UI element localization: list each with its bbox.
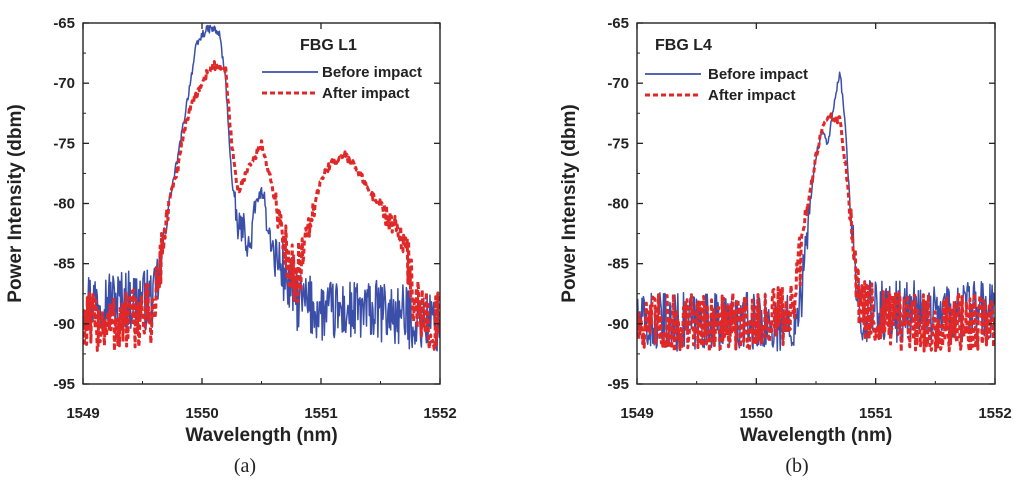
- y-tick-label: -95: [53, 376, 75, 393]
- x-tick-label: 1550: [740, 405, 773, 422]
- chart-panel-1: -65 -70 -75 -80 -85 -90 -95 1549 1550 1551 1552 Wav…: [5, 15, 457, 477]
- series-line-after-impact: [83, 60, 440, 353]
- y-tick-label: -90: [53, 316, 75, 333]
- y-tick-label: -85: [53, 256, 75, 273]
- y-tick-label: -80: [53, 196, 75, 213]
- series-line-after-impact: [637, 112, 995, 353]
- y-tick-label: -65: [53, 15, 75, 32]
- legend-title: FBG L4: [655, 37, 712, 54]
- chart-panel-2: -65 -70 -75 -80 -85 -90 -95 1549 1550 1551 1552 Wav…: [559, 15, 1012, 477]
- panel-caption: (a): [234, 455, 256, 477]
- x-axis-title: Wavelength (nm): [740, 425, 892, 446]
- legend-label: After impact: [322, 85, 410, 102]
- x-tick-label: 1552: [978, 405, 1011, 422]
- legend-label: Before impact: [708, 66, 808, 83]
- y-axis-title: Power Intensity (dbm): [5, 104, 26, 302]
- x-tick-label: 1550: [185, 405, 218, 422]
- y-tick-label: -80: [607, 196, 629, 213]
- panel-caption: (b): [785, 455, 808, 477]
- y-tick-label: -75: [607, 135, 629, 152]
- x-tick-label: 1549: [66, 405, 99, 422]
- x-tick-label: 1551: [304, 405, 337, 422]
- x-tick-label: 1552: [423, 405, 456, 422]
- y-tick-label: -65: [607, 15, 629, 32]
- legend-label: After impact: [708, 87, 796, 104]
- y-tick-label: -70: [53, 75, 75, 92]
- y-axis-title: Power Intensity (dbm): [559, 104, 580, 302]
- legend-label: Before impact: [322, 64, 422, 81]
- y-tick-label: -70: [607, 75, 629, 92]
- x-tick-label: 1549: [620, 405, 653, 422]
- x-tick-label: 1551: [859, 405, 892, 422]
- y-tick-label: -85: [607, 256, 629, 273]
- y-tick-label: -75: [53, 135, 75, 152]
- series-line-before-impact: [637, 71, 995, 352]
- y-tick-label: -95: [607, 376, 629, 393]
- x-axis-title: Wavelength (nm): [185, 425, 337, 446]
- legend-title: FBG L1: [300, 37, 357, 54]
- y-tick-label: -90: [607, 316, 629, 333]
